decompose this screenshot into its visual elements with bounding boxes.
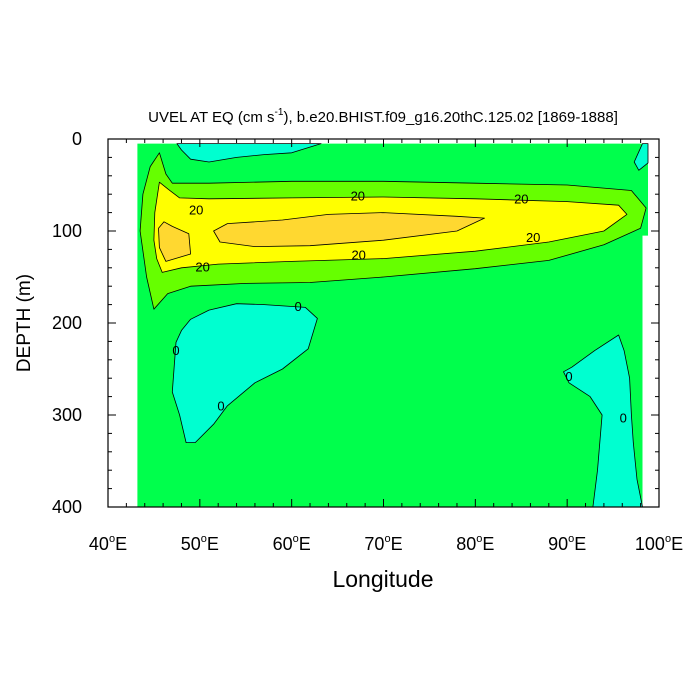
y-axis-label: DEPTH (m) (14, 274, 35, 372)
contour-region-negative-lower-right (563, 334, 643, 508)
contour-label: 20 (526, 230, 540, 245)
y-tick-label: 300 (52, 405, 82, 425)
contour-label: 20 (351, 189, 365, 204)
x-tick-label: 40oE (89, 533, 127, 554)
contour-label: 20 (195, 259, 209, 274)
contour-regions (137, 143, 649, 508)
contour-region-negative-top-right (633, 143, 649, 171)
x-tick-label: 50oE (181, 533, 219, 554)
x-tick-label: 80oE (456, 533, 494, 554)
contour-labels: 20 20 20 20 20 20 0 0 0 0 0 (172, 189, 626, 426)
contour-label: 0 (620, 410, 627, 425)
y-tick-label: 0 (72, 129, 82, 149)
x-tick-label: 70oE (364, 533, 402, 554)
x-axis-label: Longitude (332, 566, 433, 592)
x-tick-label: 60oE (273, 533, 311, 554)
contour-region-negative-top-left (176, 143, 322, 163)
x-tick-label: 100oE (635, 533, 683, 554)
contour-label: 0 (217, 398, 224, 413)
contour-label: 0 (294, 299, 301, 314)
contour-region-jet-core-west (158, 221, 192, 262)
x-axis-tick-labels: 40oE 50oE 60oE 70oE 80oE 90oE 100oE (89, 533, 683, 554)
chart-title: UVEL AT EQ (cm s-1), b.e20.BHIST.f09_g16… (148, 107, 618, 126)
y-tick-label: 200 (52, 313, 82, 333)
y-tick-label: 100 (52, 221, 82, 241)
y-axis-tick-labels: 0 100 200 300 400 (52, 129, 82, 517)
contour-region-negative-mid-left (171, 303, 318, 444)
axis-ticks (107, 138, 660, 508)
x-tick-label: 90oE (548, 533, 586, 554)
contour-label: 0 (565, 369, 572, 384)
contour-label: 20 (351, 247, 365, 262)
contour-region-jet-core-east (213, 212, 485, 248)
contour-label: 20 (189, 202, 203, 217)
contour-label: 0 (172, 343, 179, 358)
contour-label: 20 (514, 191, 528, 206)
y-tick-label: 400 (52, 497, 82, 517)
